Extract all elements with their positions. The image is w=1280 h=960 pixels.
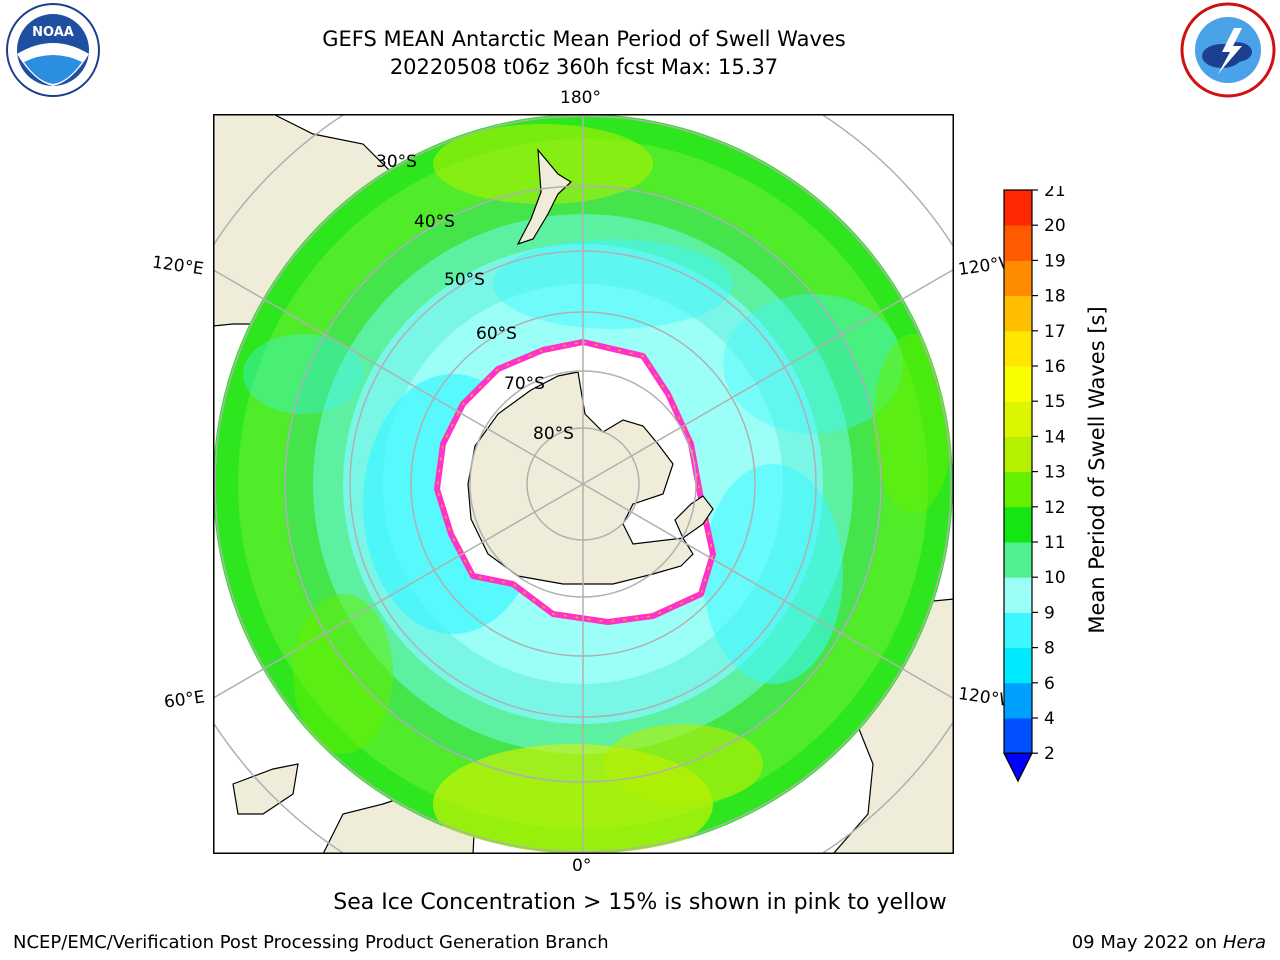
colorbar-segment bbox=[1004, 190, 1032, 226]
lat-label-80s: 80°S bbox=[533, 424, 574, 444]
colorbar-under-arrow bbox=[1003, 752, 1033, 783]
colorbar-segment bbox=[1004, 471, 1032, 508]
colorbar-segment bbox=[1004, 682, 1032, 719]
lat-label-40s: 40°S bbox=[414, 212, 455, 232]
colorbar-segment bbox=[1004, 577, 1032, 613]
sea-ice-note: Sea Ice Concentration > 15% is shown in … bbox=[333, 890, 947, 915]
credit-right: 09 May 2022 on Hera bbox=[1072, 932, 1266, 953]
colorbar-segment bbox=[1004, 260, 1032, 297]
colorbar-tick-label: 2 bbox=[1044, 744, 1055, 764]
land-antarctic-peninsula bbox=[674, 495, 714, 539]
colorbar-segment bbox=[1004, 295, 1032, 332]
colorbar-tick-label: 8 bbox=[1044, 639, 1055, 659]
colorbar-tick-label: 18 bbox=[1044, 287, 1066, 307]
colorbar-segment bbox=[1004, 718, 1032, 754]
colorbar-segment bbox=[1004, 506, 1032, 543]
lat-label-30s: 30°S bbox=[376, 152, 417, 172]
colorbar-segment bbox=[1004, 612, 1032, 649]
colorbar-tick-label: 4 bbox=[1044, 709, 1055, 729]
svg-text:NOAA: NOAA bbox=[32, 25, 74, 40]
colorbar-segment bbox=[1004, 225, 1032, 261]
lat-label-50s: 50°S bbox=[444, 270, 485, 290]
colorbar-tick-label: 12 bbox=[1044, 498, 1066, 518]
lon-label-120e: 120°E bbox=[150, 252, 205, 280]
lon-label-180: 180° bbox=[560, 88, 601, 108]
colorbar-segment bbox=[1004, 647, 1032, 684]
colorbar-segment bbox=[1004, 366, 1032, 402]
colorbar-segment bbox=[1004, 330, 1032, 367]
colorbar-segment bbox=[1004, 436, 1032, 473]
colorbar: 2 4 6 8 9 10 11 12 13 14 15 16 17 18 19 20 21 bbox=[1003, 186, 1066, 783]
title-line-1: GEFS MEAN Antarctic Mean Period of Swell… bbox=[322, 27, 846, 51]
colorbar-tick-label: 10 bbox=[1044, 568, 1066, 588]
colorbar-tick-label: 11 bbox=[1044, 533, 1066, 553]
colorbar-tick-label: 21 bbox=[1044, 186, 1066, 201]
lon-label-0: 0° bbox=[572, 856, 592, 876]
colorbar-tick-label: 13 bbox=[1044, 463, 1066, 483]
land-new-zealand bbox=[516, 148, 572, 246]
colorbar-tick-label: 20 bbox=[1044, 216, 1066, 236]
noaa-logo: NOAA bbox=[6, 3, 100, 97]
colorbar-tick-label: 9 bbox=[1044, 603, 1055, 623]
colorbar-tick-label: 15 bbox=[1044, 392, 1066, 412]
credit-host: Hera bbox=[1222, 932, 1266, 953]
colorbar-tick-label: 6 bbox=[1044, 674, 1055, 694]
lon-label-60e: 60°E bbox=[162, 687, 207, 713]
colorbar-tick-label: 17 bbox=[1044, 322, 1066, 342]
colorbar-tick-label: 19 bbox=[1044, 251, 1066, 271]
colorbar-segment bbox=[1004, 542, 1032, 578]
lat-label-70s: 70°S bbox=[504, 374, 545, 394]
lat-label-60s: 60°S bbox=[476, 324, 517, 344]
nws-logo bbox=[1180, 2, 1276, 98]
credit-left: NCEP/EMC/Verification Post Processing Pr… bbox=[13, 932, 609, 953]
graticule bbox=[213, 114, 954, 854]
colorbar-title: Mean Period of Swell Waves [s] bbox=[1085, 306, 1109, 634]
title-line-2: 20220508 t06z 360h fcst Max: 15.37 bbox=[389, 55, 779, 79]
colorbar-tick-label: 16 bbox=[1044, 357, 1066, 377]
credit-date: 09 May 2022 on bbox=[1071, 932, 1218, 953]
colorbar-segment bbox=[1004, 401, 1032, 437]
colorbar-tick-label: 14 bbox=[1044, 427, 1066, 447]
polar-map bbox=[213, 114, 954, 854]
